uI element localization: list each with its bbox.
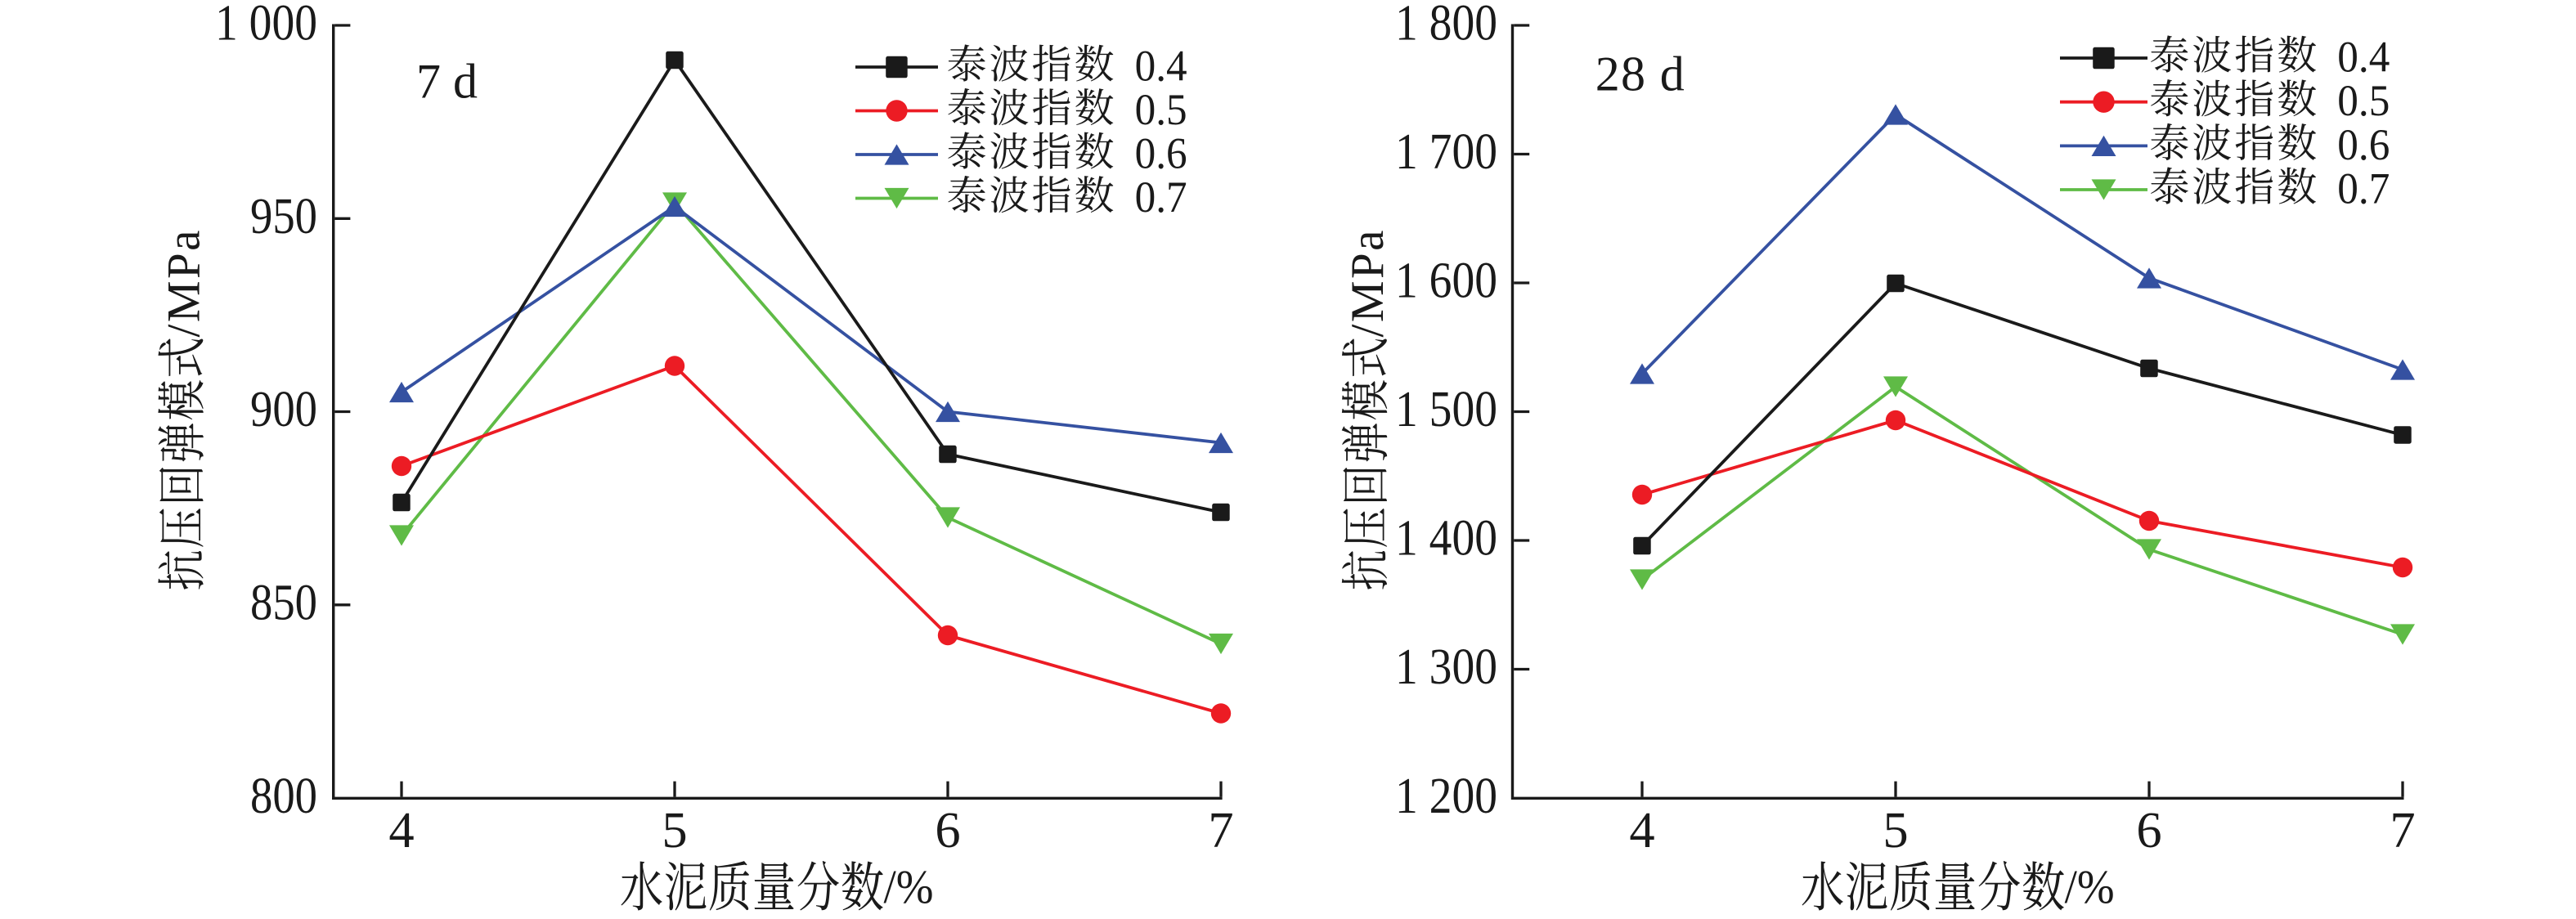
svg-text:/%: /% — [2065, 860, 2115, 913]
svg-text:1 000: 1 000 — [215, 0, 317, 52]
svg-text:/%: /% — [884, 860, 934, 913]
svg-text:900: 900 — [250, 380, 317, 437]
svg-text:0.6: 0.6 — [1135, 128, 1187, 177]
svg-text:0.7: 0.7 — [2337, 164, 2390, 213]
svg-text:7: 7 — [1208, 801, 1233, 858]
svg-text:950: 950 — [250, 187, 317, 244]
svg-text:1 400: 1 400 — [1395, 509, 1497, 567]
svg-text:0.6: 0.6 — [2337, 120, 2390, 169]
svg-text:/MPa: /MPa — [1342, 231, 1393, 338]
svg-text:1 500: 1 500 — [1395, 380, 1497, 437]
svg-text:4: 4 — [388, 801, 414, 858]
svg-text:0.5: 0.5 — [2337, 76, 2390, 125]
svg-text:1 600: 1 600 — [1395, 252, 1497, 309]
svg-text:1 700: 1 700 — [1395, 123, 1497, 180]
svg-text:5: 5 — [662, 801, 687, 858]
svg-text:800: 800 — [250, 767, 317, 824]
svg-text:1 200: 1 200 — [1395, 767, 1497, 824]
svg-text:0.7: 0.7 — [1135, 173, 1187, 222]
svg-text:0.5: 0.5 — [1135, 85, 1187, 134]
svg-text:0.4: 0.4 — [2337, 32, 2390, 81]
svg-text:4: 4 — [1629, 801, 1654, 858]
svg-text:7: 7 — [2390, 801, 2415, 858]
svg-text:6: 6 — [2136, 801, 2161, 858]
svg-text:1 300: 1 300 — [1395, 638, 1497, 695]
svg-text:0.4: 0.4 — [1135, 41, 1187, 90]
svg-text:1 800: 1 800 — [1395, 0, 1497, 52]
svg-text:/MPa: /MPa — [159, 231, 210, 338]
svg-text:6: 6 — [935, 801, 960, 858]
svg-text:28 d: 28 d — [1595, 47, 1685, 101]
svg-text:7 d: 7 d — [416, 55, 478, 109]
svg-text:850: 850 — [250, 573, 317, 630]
svg-text:5: 5 — [1883, 801, 1908, 858]
